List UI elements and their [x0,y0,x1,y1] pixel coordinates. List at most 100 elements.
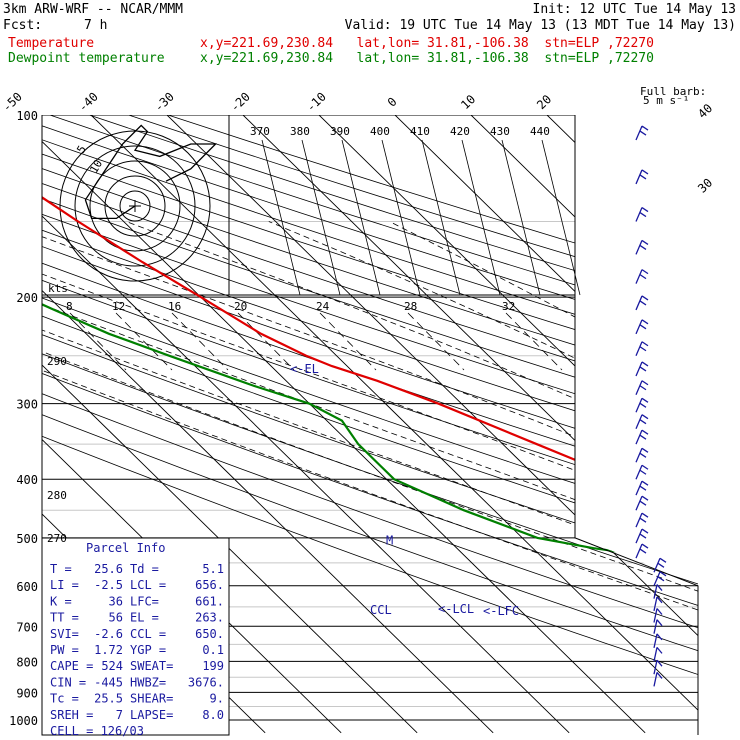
parcel-row-6-label-b: SWEAT= [130,659,173,673]
isotherm-0 [394,115,698,734]
moist-adiabat-40 [389,221,698,734]
pressure-label-400: 400 [16,473,38,487]
parcel-row-1-value-b: 656. [195,578,224,592]
pressure-label-700: 700 [16,620,38,634]
wind-barb-840 [653,659,663,675]
wind-barb-230 [635,319,649,335]
isotherm--40 [90,115,698,734]
isotherm-label-10: 10 [458,92,478,112]
pressure-label-500: 500 [16,532,38,546]
parcel-row-0-label-b: Td = [130,562,159,576]
parcel-row-9-value-a: 7 [116,708,123,722]
parcel-row-1-label-b: LCL = [130,578,166,592]
pw-scale-line-24 [319,312,377,371]
wind-barb-190 [635,269,649,284]
wind-barb-210 [635,295,649,311]
pressure-label-600: 600 [16,580,38,594]
wind-barb-270 [635,361,649,377]
parcel-row-3-label-b: EL = [130,611,159,625]
dry-adiabat-label-270: 270 [47,532,67,545]
dry-adiabat-320 [42,115,698,732]
parcel-row-7-label-a: CIN = [50,675,86,689]
pw-scale-label-28: 28 [404,300,417,313]
pressure-label-300: 300 [16,398,38,412]
auxiliary-scales: 370 380 390 400 410 420 430 440 kts 8 12 16 20 24 28 32 [42,115,581,371]
moist-adiabat-0 [42,221,698,734]
theta-e-label-430: 430 [490,125,510,138]
isotherm--90 [42,115,342,734]
parcel-row-7-label-b: HWBZ= [130,675,166,689]
theta-e-label-400: 400 [370,125,390,138]
pw-scale-line-16 [171,312,229,371]
barb-header-1: Full barb: [640,85,706,98]
pw-scale-label-32: 32 [502,300,515,313]
wind-barb-350 [635,429,649,445]
isotherm-label-40: 40 [695,101,715,121]
forecast-hour: 7 h [84,18,108,33]
parcel-row-2-label-b: LFC= [130,594,159,608]
wind-barb-600 [653,571,667,587]
parcel-row-4-label-b: CCL = [130,627,166,641]
parcel-row-5-label-a: PW = [50,643,79,657]
wind-barb-690 [653,608,663,623]
parcel-row-6-value-a: 524 [101,659,123,673]
isotherm--20 [242,115,698,734]
dry-adiabat-350 [42,115,698,732]
valid-time: Valid: 19 UTC Tue 14 May 13 (13 MDT Tue … [344,18,736,33]
wind-barb-130 [635,169,649,185]
pw-scale-line-20 [237,312,295,371]
wind-barb-510 [635,528,649,544]
isotherm--130 [0,115,37,733]
wind-barb-170 [635,239,649,255]
hodograph-ring-label-5: 5 [74,143,89,155]
parcel-level-markers: <-EL M CCL <-LCL <-LFC [290,362,519,618]
parcel-info-footer: CELL = 126/03 [50,724,144,738]
pw-scale-line-12 [115,312,173,371]
isotherm--80 [42,115,418,734]
isotherm--50 [42,115,646,734]
moist-adiabat-5 [42,221,698,734]
parcel-row-5-label-b: YGP = [130,643,166,657]
isotherm--60 [42,115,570,734]
isotherm-label--20: -20 [228,90,253,115]
isotherm-label--10: -10 [304,90,329,115]
pressure-label-200: 200 [16,291,38,305]
isotherm-30 [622,115,698,734]
wind-barb-480 [635,512,649,528]
wind-barb-400 [635,464,649,480]
parcel-row-2-value-a: 36 [109,594,123,608]
isotherm--30 [166,115,698,734]
wind-barb-880 [653,671,663,687]
wind-barb-800 [653,646,663,662]
dry-adiabat-250 [42,115,698,732]
hodograph-trace [84,124,218,220]
parcel-row-8-value-a: 25.5 [94,692,123,706]
parcel-info-title: Parcel Info [86,541,165,555]
level-marker-EL: <-EL [290,362,319,376]
hodograph [59,124,218,282]
parcel-row-2-value-b: 661. [195,594,224,608]
pw-scale-label-12: 12 [112,300,125,313]
wind-barb-290 [635,380,649,396]
dry-adiabat-270 [42,115,698,732]
parcel-row-1-label-a: LI = [50,578,79,592]
parcel-row-0-label-a: T = [50,562,72,576]
level-marker-LCL: <-LCL [438,602,474,616]
theta-e-line-400 [381,139,421,296]
hodograph-ring-label-10: 10 [87,158,105,176]
moist-adiabat-10 [42,221,698,734]
parcel-row-3-value-a: 56 [109,611,123,625]
pressure-label-800: 800 [16,655,38,669]
pressure-label-100: 100 [16,109,38,123]
wind-barb-720 [653,619,663,634]
barb-header-2: 5 m s⁻¹ [643,94,689,107]
parcel-row-8-label-a: Tc = [50,692,79,706]
theta-e-line-410 [421,139,461,296]
parcel-row-1-value-a: -2.5 [94,578,123,592]
model-title: 3km ARW-WRF -- NCAR/MMM [3,2,184,17]
parcel-row-0-value-b: 5.1 [202,562,224,576]
isotherm-label-20: 20 [534,92,554,112]
temperature-location: x,y=221.69,230.84 lat,lon= 31.81,-106.38… [200,36,654,51]
isotherm-20 [546,115,698,734]
dry-adiabat-330 [42,115,698,732]
